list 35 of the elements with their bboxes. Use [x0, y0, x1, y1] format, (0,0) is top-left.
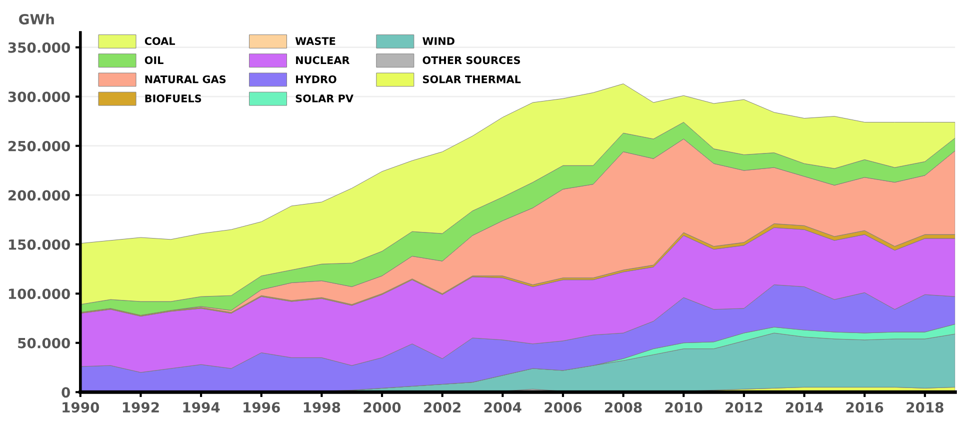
y-tick-label: 0 [62, 387, 70, 398]
x-tick-label: 2002 [424, 402, 460, 413]
x-tick-label: 1994 [183, 402, 220, 413]
legend-label: COAL [144, 37, 175, 46]
x-tick-label: 2014 [786, 402, 823, 413]
x-tick-label: 2006 [544, 402, 582, 413]
x-tick-label: 1998 [304, 402, 340, 413]
x-tick-label: 2000 [364, 402, 401, 413]
y-tick-label: 150.000 [8, 239, 70, 250]
legend-label: WIND [422, 37, 454, 45]
legend-label: HYDRO [296, 75, 336, 84]
y-tick-label: 350.000 [8, 42, 70, 53]
x-tick-label: 2010 [665, 402, 702, 413]
x-tick-label: 2004 [484, 402, 522, 413]
legend-label: SOLAR PV [296, 94, 354, 102]
x-tick-label: 1990 [62, 402, 100, 413]
y-tick-label: 300.000 [8, 92, 70, 102]
legend-label: NUCLEAR [296, 56, 350, 64]
legend-label: BIOFUELS [145, 94, 202, 102]
y-axis-title: GWh [19, 14, 54, 24]
legend-label: OTHER SOURCES [422, 56, 520, 64]
y-tick-label: 50.000 [18, 338, 70, 348]
x-tick-label: 1992 [122, 402, 159, 413]
y-tick-label: 200.000 [8, 190, 70, 201]
legend-label: WASTE [295, 37, 336, 46]
x-tick-label: 2012 [726, 402, 762, 413]
y-tick-label: 250.000 [8, 140, 70, 152]
x-tick-label: 2016 [846, 402, 884, 413]
y-tick-label: 100.000 [8, 288, 70, 300]
x-tick-label: 1996 [244, 402, 280, 413]
legend-label: SOLAR THERMAL [422, 75, 521, 84]
x-tick-label: 2018 [906, 402, 944, 413]
legend-label: OIL [144, 56, 164, 64]
legend-label: NATURAL GAS [145, 75, 226, 84]
x-tick-label: 2008 [605, 402, 642, 413]
